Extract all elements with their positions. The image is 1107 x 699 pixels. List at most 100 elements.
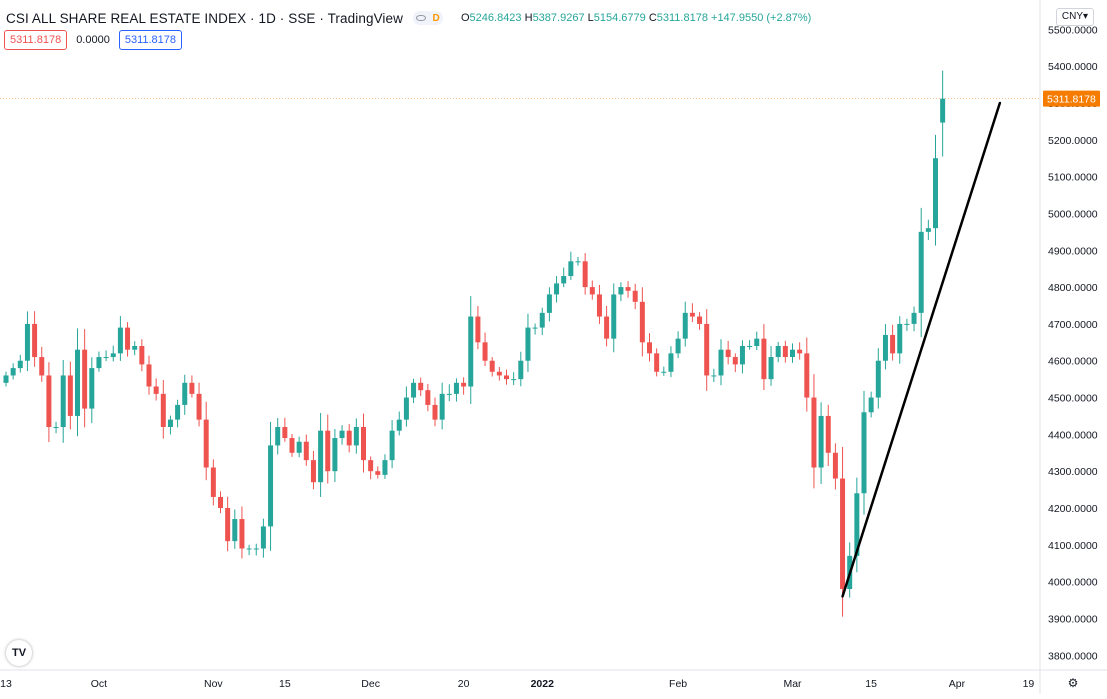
y-tick-label: 4600.0000 bbox=[1048, 356, 1098, 368]
candle-body bbox=[396, 419, 402, 431]
last-value-box[interactable]: 5311.8178 bbox=[4, 30, 68, 50]
candle-body bbox=[67, 375, 73, 416]
candle-body bbox=[725, 349, 731, 358]
tradingview-logo-icon[interactable]: TV bbox=[6, 640, 32, 666]
candle-body bbox=[918, 231, 924, 313]
open-label: O bbox=[460, 12, 470, 24]
candle-body bbox=[203, 419, 209, 468]
candle-body bbox=[189, 382, 195, 394]
candle-body bbox=[611, 294, 617, 339]
y-tick-label: 4300.0000 bbox=[1048, 466, 1098, 478]
currency-selector[interactable]: CNY▾ bbox=[1056, 8, 1094, 26]
candle-body bbox=[196, 393, 202, 420]
candle-body bbox=[17, 360, 23, 369]
candle-body bbox=[697, 316, 703, 324]
candle-body bbox=[868, 397, 874, 413]
candle-body bbox=[282, 427, 288, 439]
candle-body bbox=[532, 327, 538, 329]
candle-body bbox=[32, 323, 38, 358]
candle-body bbox=[368, 460, 374, 472]
candle-body bbox=[218, 496, 223, 508]
candle-body bbox=[775, 346, 781, 358]
candle-body bbox=[296, 441, 302, 453]
candle-body bbox=[75, 349, 80, 416]
candle-body bbox=[882, 334, 888, 361]
candle-body bbox=[411, 382, 417, 398]
candle-body bbox=[403, 397, 409, 420]
x-tick-label: Nov bbox=[204, 678, 223, 690]
candle-body bbox=[96, 357, 102, 369]
candle-body bbox=[353, 427, 359, 446]
x-tick-label: 2022 bbox=[531, 678, 555, 690]
candle-body bbox=[832, 452, 838, 479]
candle-body bbox=[210, 467, 216, 497]
candle-body bbox=[389, 430, 395, 461]
candle-body bbox=[890, 334, 896, 354]
candle-body bbox=[604, 316, 610, 339]
candle-body bbox=[518, 360, 524, 380]
candle-body bbox=[425, 390, 431, 405]
indicator-values-row: 5311.8178 0.0000 5311.8178 bbox=[4, 30, 183, 50]
y-tick-label: 4500.0000 bbox=[1048, 393, 1098, 405]
candle-body bbox=[704, 323, 710, 376]
open-value: 5246.8423 bbox=[469, 12, 522, 24]
x-tick-label: 15 bbox=[865, 678, 877, 690]
candle-body bbox=[310, 460, 316, 483]
y-tick-label: 4700.0000 bbox=[1048, 319, 1098, 331]
candle-body bbox=[525, 327, 531, 361]
delay-flag: D bbox=[432, 12, 440, 24]
candle-body bbox=[46, 375, 52, 427]
candle-body bbox=[682, 312, 688, 339]
candle-body bbox=[825, 415, 831, 453]
candle-body bbox=[489, 360, 495, 372]
candle-body bbox=[461, 382, 467, 387]
candle-body bbox=[153, 386, 159, 394]
candle-body bbox=[718, 349, 724, 376]
candle-body bbox=[875, 360, 881, 398]
candle-body bbox=[911, 312, 917, 324]
candle-body bbox=[625, 287, 631, 291]
y-tick-label: 4200.0000 bbox=[1048, 503, 1098, 515]
candle-body bbox=[661, 371, 667, 373]
candle-body bbox=[554, 283, 560, 295]
x-tick-label: Dec bbox=[361, 678, 380, 690]
y-tick-label: 4800.0000 bbox=[1048, 282, 1098, 294]
candle-body bbox=[618, 287, 624, 295]
candle-body bbox=[711, 375, 717, 377]
y-tick-label: 4400.0000 bbox=[1048, 429, 1098, 441]
visibility-toggle[interactable]: D bbox=[412, 11, 443, 25]
currency-label: CNY bbox=[1061, 11, 1084, 22]
x-tick-label: Feb bbox=[669, 678, 687, 690]
candle-body bbox=[382, 460, 388, 475]
candle-body bbox=[146, 364, 152, 387]
candle-body bbox=[160, 393, 166, 427]
candle-body bbox=[89, 368, 95, 409]
candle-body bbox=[468, 316, 474, 387]
candle-body bbox=[303, 441, 309, 461]
candle-body bbox=[804, 353, 810, 398]
x-tick-label: 20 bbox=[458, 678, 470, 690]
candle-body bbox=[925, 228, 931, 232]
candle-body bbox=[246, 548, 252, 550]
candle-body bbox=[117, 327, 123, 354]
candle-body bbox=[675, 338, 681, 354]
symbol-title[interactable]: CSI ALL SHARE REAL ESTATE INDEX · 1D · S… bbox=[6, 10, 403, 26]
candle-body bbox=[782, 346, 788, 358]
trend-line bbox=[841, 101, 1002, 598]
candle-body bbox=[446, 393, 452, 395]
chart-legend-header: CSI ALL SHARE REAL ESTATE INDEX · 1D · S… bbox=[6, 8, 811, 28]
settings-icon[interactable]: ⚙ bbox=[1067, 676, 1079, 690]
candle-body bbox=[10, 368, 16, 376]
series-value-box[interactable]: 5311.8178 bbox=[118, 30, 183, 50]
low-value: 5154.6779 bbox=[593, 12, 646, 24]
eye-icon bbox=[416, 15, 427, 21]
candle-body bbox=[346, 430, 352, 446]
candle-body bbox=[239, 519, 245, 549]
candle-body bbox=[275, 427, 281, 446]
candle-body bbox=[39, 357, 45, 376]
candle-body bbox=[182, 382, 188, 405]
y-tick-label: 4900.0000 bbox=[1048, 245, 1098, 257]
candle-body bbox=[539, 312, 545, 328]
